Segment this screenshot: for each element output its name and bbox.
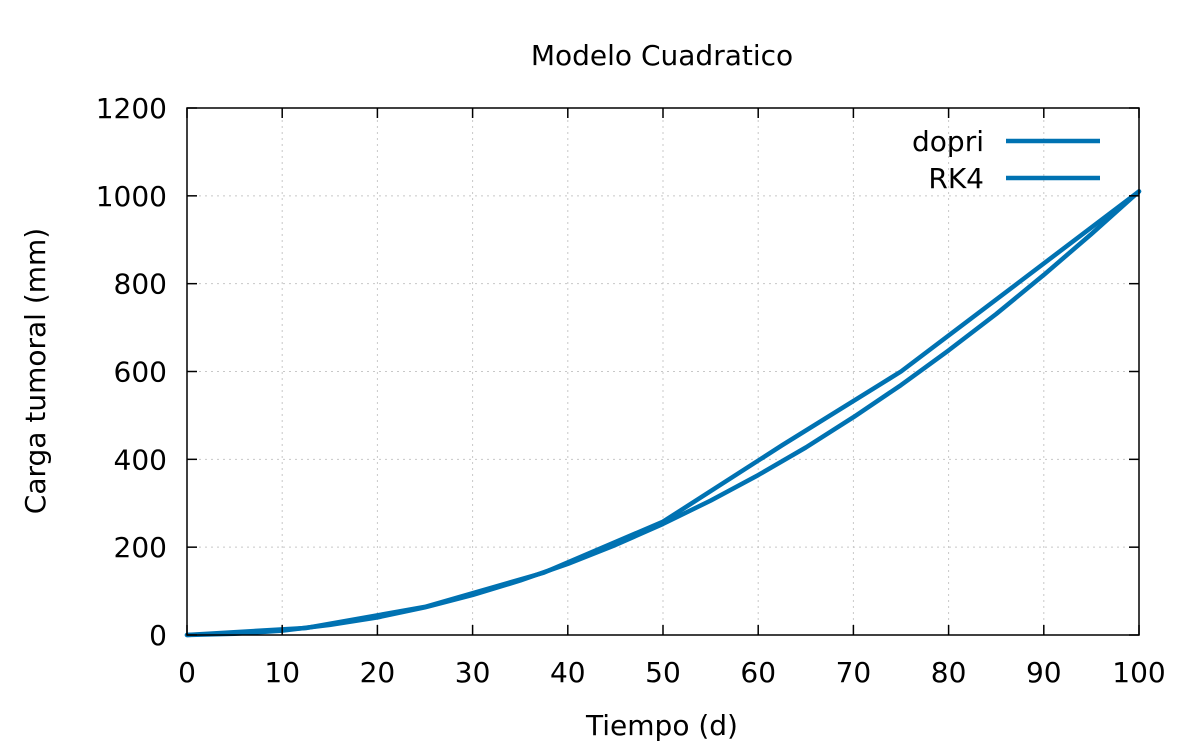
x-tick-label: 20 [360, 656, 396, 689]
x-tick-label: 40 [550, 656, 586, 689]
x-tick-label: 70 [836, 656, 872, 689]
y-tick-label: 1000 [96, 180, 167, 213]
x-axis-label: Tiempo (d) [585, 709, 738, 742]
x-tick-label: 80 [931, 656, 967, 689]
x-tick-label: 50 [645, 656, 681, 689]
ticks: 0 10 20 30 40 50 60 70 80 90 100020040060080010001… [96, 92, 1166, 689]
x-tick-label: 100 [1112, 656, 1165, 689]
x-tick-label: 90 [1026, 656, 1062, 689]
y-tick-label: 600 [114, 356, 167, 389]
y-tick-label: 800 [114, 268, 167, 301]
y-axis-label: Carga tumoral (mm) [19, 228, 52, 514]
x-tick-label: 0 [178, 656, 196, 689]
x-tick-label: 60 [740, 656, 776, 689]
series-line-dopri [184, 189, 1142, 638]
y-tick-label: 200 [114, 531, 167, 564]
x-tick-label: 10 [264, 656, 300, 689]
grid [187, 108, 1139, 635]
legend-label-dopri: dopri [912, 125, 984, 158]
y-tick-label: 0 [149, 619, 167, 652]
series-layer [184, 189, 1142, 638]
legend-label-rk4: RK4 [928, 162, 984, 195]
y-tick-label: 1200 [96, 92, 167, 125]
x-tick-label: 30 [455, 656, 491, 689]
y-tick-label: 400 [114, 443, 167, 476]
legend: dopri RK4 [912, 125, 1100, 195]
chart-title: Modelo Cuadratico [531, 39, 793, 72]
series-line-rk4 [184, 189, 1142, 638]
